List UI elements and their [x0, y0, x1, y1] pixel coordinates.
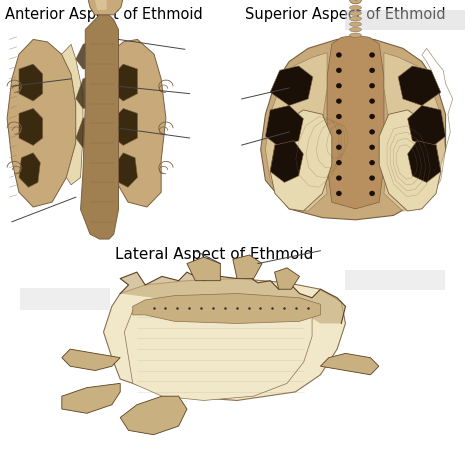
Polygon shape	[133, 293, 320, 324]
Polygon shape	[76, 40, 104, 69]
Circle shape	[369, 68, 375, 73]
Polygon shape	[116, 153, 137, 187]
FancyBboxPatch shape	[345, 10, 465, 30]
Circle shape	[369, 99, 375, 104]
Ellipse shape	[349, 33, 361, 37]
Circle shape	[336, 68, 342, 73]
Polygon shape	[320, 353, 379, 375]
Text: Lateral Aspect of Ethmoid: Lateral Aspect of Ethmoid	[115, 247, 313, 262]
Polygon shape	[62, 349, 120, 371]
Polygon shape	[95, 0, 107, 10]
Polygon shape	[19, 108, 43, 146]
Circle shape	[336, 145, 342, 150]
FancyBboxPatch shape	[345, 117, 445, 135]
Ellipse shape	[349, 16, 361, 21]
FancyBboxPatch shape	[20, 288, 110, 310]
Circle shape	[369, 160, 375, 165]
Polygon shape	[379, 110, 441, 211]
Circle shape	[336, 114, 342, 119]
Circle shape	[336, 175, 342, 181]
FancyBboxPatch shape	[345, 270, 445, 290]
Circle shape	[369, 191, 375, 196]
Circle shape	[369, 114, 375, 119]
Polygon shape	[7, 40, 76, 207]
Polygon shape	[408, 106, 446, 147]
Polygon shape	[384, 53, 446, 211]
Polygon shape	[270, 141, 303, 182]
Polygon shape	[274, 268, 300, 289]
Polygon shape	[265, 106, 303, 147]
Circle shape	[336, 53, 342, 58]
Circle shape	[369, 53, 375, 58]
Polygon shape	[114, 108, 137, 146]
Polygon shape	[114, 64, 137, 101]
Circle shape	[336, 160, 342, 165]
Polygon shape	[88, 0, 123, 15]
Circle shape	[369, 175, 375, 181]
Polygon shape	[270, 66, 313, 106]
Circle shape	[336, 99, 342, 104]
Circle shape	[336, 191, 342, 196]
Circle shape	[336, 83, 342, 88]
Polygon shape	[62, 44, 83, 185]
Polygon shape	[233, 255, 262, 279]
Polygon shape	[261, 37, 446, 220]
Polygon shape	[120, 396, 187, 435]
Polygon shape	[97, 44, 114, 185]
Polygon shape	[120, 272, 346, 324]
Polygon shape	[398, 66, 441, 106]
Polygon shape	[270, 110, 332, 211]
Circle shape	[336, 129, 342, 134]
Text: Anterior Aspect of Ethmoid: Anterior Aspect of Ethmoid	[5, 7, 203, 22]
Polygon shape	[81, 15, 118, 239]
Polygon shape	[103, 279, 346, 400]
Text: Superior Aspect of Ethmoid: Superior Aspect of Ethmoid	[245, 7, 446, 22]
Polygon shape	[19, 153, 40, 187]
Ellipse shape	[349, 27, 361, 32]
Ellipse shape	[349, 11, 361, 15]
Ellipse shape	[349, 22, 361, 27]
Polygon shape	[187, 257, 220, 281]
Polygon shape	[76, 74, 104, 108]
Polygon shape	[265, 53, 327, 211]
Circle shape	[369, 129, 375, 134]
Circle shape	[369, 145, 375, 150]
Polygon shape	[408, 141, 441, 182]
Polygon shape	[62, 383, 120, 413]
Polygon shape	[104, 40, 166, 207]
Ellipse shape	[349, 6, 361, 10]
Polygon shape	[19, 64, 43, 101]
Polygon shape	[327, 35, 384, 209]
Circle shape	[369, 83, 375, 88]
Polygon shape	[124, 304, 312, 400]
Ellipse shape	[349, 0, 361, 4]
Polygon shape	[76, 113, 104, 148]
